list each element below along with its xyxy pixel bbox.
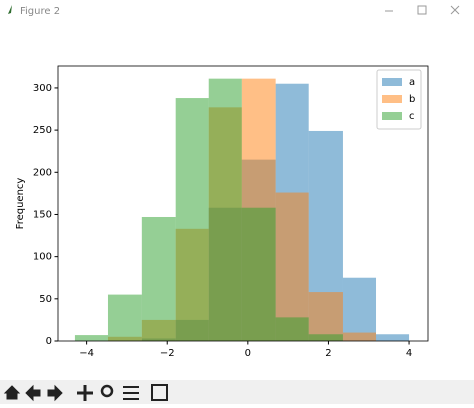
back-button[interactable] xyxy=(25,384,41,402)
bar xyxy=(241,207,276,341)
legend-label: a xyxy=(409,77,415,88)
bar xyxy=(308,292,343,341)
x-tick-label: −2 xyxy=(160,348,175,359)
window-title: Figure 2 xyxy=(20,6,60,17)
home-button[interactable] xyxy=(3,385,21,400)
legend-swatch xyxy=(382,112,402,120)
y-tick-label: 250 xyxy=(33,125,52,136)
plot: 0 50 100 150 200 250 300 −4 −2 0 2 4 Frequency abc xyxy=(15,65,429,359)
y-axis-label: Frequency xyxy=(15,178,26,230)
bar xyxy=(275,317,309,341)
bar xyxy=(342,332,377,341)
bar xyxy=(208,78,242,341)
bar xyxy=(275,192,309,341)
legend-label: c xyxy=(409,111,415,122)
pan-button[interactable] xyxy=(77,385,93,401)
forward-button[interactable] xyxy=(47,384,63,402)
x-tick-label: 0 xyxy=(245,348,251,359)
y-tick-label: 50 xyxy=(39,294,52,305)
bar xyxy=(107,294,142,341)
y-tick-label: 0 xyxy=(46,336,52,347)
y-tick-label: 100 xyxy=(33,252,52,263)
legend-label: b xyxy=(409,94,415,105)
bar xyxy=(376,334,410,341)
bar xyxy=(175,98,209,342)
x-tick-label: 2 xyxy=(325,348,331,359)
close-button[interactable] xyxy=(450,5,460,15)
toolbar xyxy=(0,380,474,404)
y-tick-label: 200 xyxy=(33,167,52,178)
y-tick-label: 300 xyxy=(33,83,52,94)
x-tick-label: −4 xyxy=(79,348,94,359)
bar xyxy=(342,277,377,341)
toolbar-buttons xyxy=(3,384,168,402)
y-tick-label: 150 xyxy=(33,209,52,220)
configure-button[interactable] xyxy=(123,386,139,400)
legend-swatch xyxy=(382,78,402,86)
legend-swatch xyxy=(382,95,402,103)
plot-frame xyxy=(57,65,429,342)
save-button[interactable] xyxy=(151,384,168,401)
maximize-button[interactable] xyxy=(417,5,427,15)
app-icon xyxy=(8,5,12,14)
x-tick-label: 4 xyxy=(406,348,412,359)
bar xyxy=(141,216,176,341)
bar xyxy=(308,334,343,341)
zoom-button[interactable] xyxy=(100,384,114,398)
bar xyxy=(74,335,108,341)
